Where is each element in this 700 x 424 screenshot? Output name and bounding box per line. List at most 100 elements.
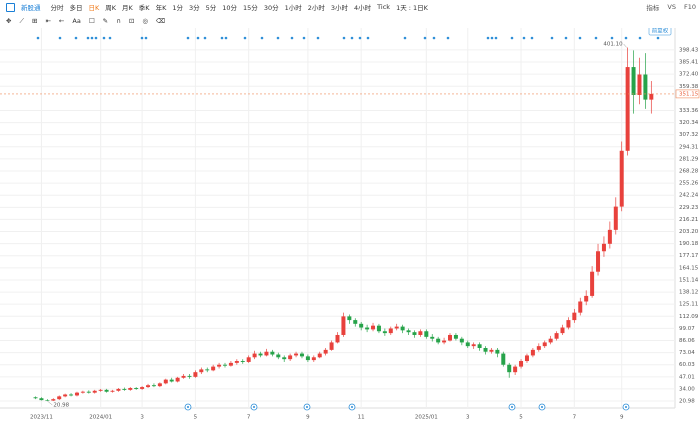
- max-pointer: [623, 43, 627, 48]
- y-tick-label: 138.12: [679, 290, 698, 296]
- candle-body: [92, 390, 97, 393]
- candle-body: [371, 325, 376, 330]
- lock-tool[interactable]: ⊡: [128, 17, 135, 25]
- channel-tool[interactable]: ⇤: [45, 17, 51, 25]
- y-tick-label: 125.11: [679, 302, 698, 308]
- candle-body: [507, 364, 512, 373]
- x-tick-label: 5: [194, 415, 198, 421]
- y-tick-label: 372.40: [679, 72, 699, 78]
- event-dot: [432, 36, 436, 40]
- max-label: 401.10: [603, 42, 623, 48]
- right-button[interactable]: 指标: [646, 4, 660, 12]
- candle-body: [252, 353, 257, 358]
- candle-body: [63, 394, 68, 397]
- candle-body: [282, 357, 287, 360]
- candle-body: [542, 342, 547, 347]
- arrow-tool[interactable]: ←: [58, 17, 65, 25]
- period-button[interactable]: 4小时: [354, 4, 372, 12]
- period-button[interactable]: Tick: [377, 3, 391, 11]
- period-button[interactable]: 30分: [263, 4, 279, 12]
- period-button[interactable]: 2小时: [307, 4, 325, 12]
- candle-body: [619, 150, 624, 207]
- magnet-tool[interactable]: ∩: [116, 17, 121, 25]
- candle-body: [163, 379, 168, 384]
- draw-tools: ✥ ⟋ ⊞ ⇤ ← Aa ☐ ✎ ∩ ⊡ ◎ ⌫: [0, 14, 700, 28]
- event-dot: [196, 36, 200, 40]
- brand[interactable]: 新股通: [21, 4, 41, 12]
- period-button[interactable]: 1分: [172, 4, 183, 12]
- period-button[interactable]: 1天 : 1日K: [396, 4, 428, 12]
- candle-body: [228, 362, 233, 366]
- candle-body: [187, 375, 192, 377]
- event-dot: [140, 36, 144, 40]
- y-tick-label: 99.07: [679, 326, 695, 332]
- candle-body: [643, 74, 648, 100]
- x-tick-label: 5: [519, 415, 523, 421]
- adjust-box: [648, 28, 672, 36]
- right-button[interactable]: VS: [667, 3, 676, 11]
- period-button[interactable]: 月K: [122, 4, 133, 12]
- text-tool[interactable]: Aa: [72, 17, 81, 25]
- candle-body: [471, 344, 476, 347]
- brush-tool[interactable]: ✎: [102, 17, 109, 25]
- candle-body: [134, 388, 139, 389]
- candle-body: [128, 388, 133, 390]
- period-button[interactable]: 10分: [222, 4, 238, 12]
- line-tool[interactable]: ⟋: [19, 16, 25, 25]
- candle-body: [418, 331, 423, 335]
- delete-tool[interactable]: ⌫: [155, 17, 166, 25]
- candle-body: [98, 389, 103, 391]
- event-icon-dot: [625, 406, 627, 408]
- candle-body: [51, 399, 56, 401]
- eye-tool[interactable]: ◎: [142, 17, 148, 25]
- event-dot: [276, 36, 280, 40]
- min-pointer: [47, 400, 53, 406]
- period-button[interactable]: 15分: [243, 4, 258, 12]
- x-tick-label: 7: [573, 415, 577, 421]
- period-button[interactable]: 分时: [50, 4, 64, 12]
- x-tick-label: 3: [466, 415, 470, 421]
- event-dot: [446, 36, 450, 40]
- event-icon-dot: [541, 406, 543, 408]
- candle-body: [572, 312, 577, 321]
- period-button[interactable]: 日K: [88, 4, 100, 12]
- candle-body: [317, 353, 322, 358]
- period-button[interactable]: 年K: [155, 4, 167, 12]
- event-dot: [86, 36, 90, 40]
- candle-body: [39, 398, 44, 401]
- shape-tool[interactable]: ☐: [88, 17, 95, 25]
- event-dot: [90, 36, 94, 40]
- event-dot: [522, 36, 526, 40]
- candle-body: [146, 385, 151, 388]
- candle-body: [359, 323, 364, 328]
- period-button[interactable]: 周K: [105, 4, 117, 12]
- chart: 20.98 34.00 47.01 60.03 73.04 86.06 99.07 112.0…: [0, 28, 700, 421]
- candle-body: [57, 396, 62, 400]
- y-tick-label: 47.01: [679, 374, 695, 380]
- candle-body: [110, 390, 115, 392]
- period-button[interactable]: 3小时: [330, 4, 349, 12]
- fib-tool[interactable]: ⊞: [32, 17, 38, 25]
- candle-body: [536, 346, 541, 350]
- candle-body: [175, 377, 180, 382]
- candle-body: [140, 387, 145, 389]
- candle-body: [430, 336, 435, 339]
- period-button[interactable]: 多日: [69, 4, 83, 12]
- x-tick-label: 7: [247, 415, 251, 421]
- min-label: 20.98: [53, 403, 69, 409]
- cross-tool[interactable]: ✥: [6, 17, 12, 25]
- candle-body: [400, 326, 405, 331]
- period-button[interactable]: 3分: [188, 4, 200, 12]
- x-tick-label: 9: [620, 415, 624, 421]
- y-tick-label: 385.41: [679, 60, 698, 66]
- candle-body: [169, 379, 174, 382]
- period-button[interactable]: 季K: [138, 4, 150, 12]
- right-button[interactable]: F10: [683, 3, 696, 11]
- period-button[interactable]: 5分: [205, 4, 217, 12]
- last-price-box: [675, 89, 700, 99]
- candle-body: [649, 93, 654, 100]
- candle-body: [548, 338, 553, 343]
- candle-body: [519, 361, 524, 367]
- period-button[interactable]: 1小时: [284, 4, 302, 12]
- candle-body: [288, 355, 293, 360]
